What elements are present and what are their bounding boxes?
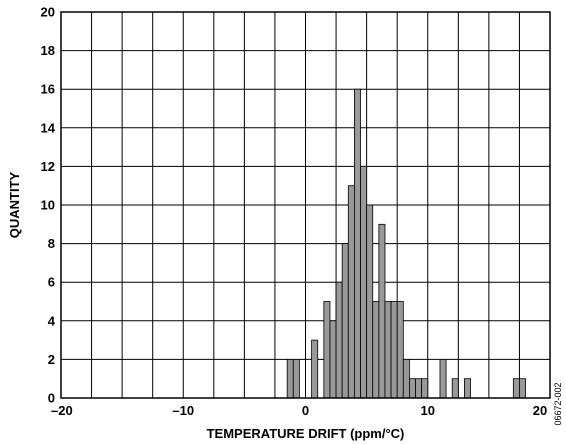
histogram-bar [409,378,416,399]
y-axis-tick-labels: 0 2 4 6 8 10 12 14 16 18 20 [41,5,56,406]
histogram-bar [519,378,526,399]
histogram-bar [311,339,319,399]
histogram-bar [415,378,423,399]
histogram-bar [372,301,380,399]
y-tick-label: 0 [48,391,55,406]
y-tick-label: 10 [41,198,55,213]
x-tick-label: 10 [421,403,435,418]
y-tick-label: 12 [41,159,55,174]
x-tick-label: 0 [302,403,309,418]
histogram-bar [378,223,386,399]
y-tick-label: 14 [41,120,56,135]
y-axis-title: QUANTITY [7,171,22,238]
histogram-bar [329,320,337,399]
histogram-bar [341,243,349,399]
y-tick-label: 16 [41,82,55,97]
histogram-bar [439,358,447,399]
y-tick-label: 4 [48,313,56,328]
histogram-bar [323,301,331,399]
y-tick-label: 20 [41,5,55,20]
histogram-bar [396,301,404,399]
histogram-bar [366,204,374,399]
y-tick-label: 2 [48,352,55,367]
x-axis-title: TEMPERATURE DRIFT (ppm/°C) [207,426,405,441]
figure-id-label: 06672-002 [553,382,563,425]
histogram-bar [353,88,361,399]
x-tick-label: –20 [51,403,73,418]
histogram-bar [384,301,392,399]
histogram-bar [464,378,471,399]
y-tick-label: 18 [41,43,55,58]
x-tick-label: 20 [533,403,547,418]
histogram-bar [451,378,459,399]
y-tick-label: 8 [48,236,55,251]
x-axis-tick-labels: –20 –10 0 10 20 [51,403,547,418]
histogram-bar [512,378,520,399]
histogram-bar [292,358,300,399]
y-tick-label: 6 [48,275,55,290]
histogram-bar [390,301,398,399]
plot-frame [60,11,551,399]
histogram-bar [402,358,410,399]
histogram-bar [347,185,355,399]
x-tick-label: –10 [172,403,194,418]
grid-lines [60,11,551,399]
histogram-bar [335,281,343,399]
histogram-bar [421,378,429,399]
histogram-bar [286,358,294,399]
histogram-bar [360,165,368,399]
